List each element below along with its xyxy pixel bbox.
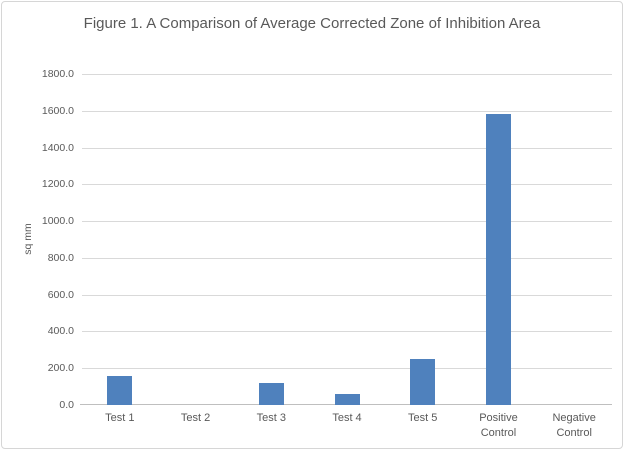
bar-test-3 [258, 382, 284, 405]
y-tick-label: 1200.0 [41, 178, 74, 191]
chart-title: Figure 1. A Comparison of Average Correc… [83, 15, 541, 32]
gridline-200.0 [82, 368, 612, 370]
x-axis-category-labels: Test 1 Test 2 Test 3 Test 4 Test 5 Positive C… [82, 411, 612, 441]
gridline-1400.0 [82, 147, 612, 149]
bar-test-1 [107, 375, 133, 405]
x-category-label: Test 2 [180, 412, 211, 424]
bar-positive-control [485, 113, 511, 405]
bar-test-4 [334, 394, 360, 405]
y-tick-label: 600.0 [47, 288, 74, 301]
x-category-label: Test 1 [105, 412, 135, 424]
y-tick-label: 1400.0 [41, 141, 74, 154]
gridline-600.0 [82, 294, 612, 296]
y-tick-label: 800.0 [47, 251, 74, 264]
x-category-label: Test 5 [408, 412, 438, 424]
gridline-1800.0 [82, 74, 612, 75]
x-category-label: Negative Control [552, 412, 596, 439]
gridline-1600.0 [82, 110, 612, 112]
x-category-label: Test 4 [332, 412, 362, 424]
x-category-label: Test 3 [256, 412, 286, 424]
y-tick-label: 1800.0 [41, 68, 74, 80]
y-tick-label: 200.0 [47, 362, 74, 375]
x-category-label: Positive Control [479, 412, 518, 439]
y-axis-tick-labels: 0.0 200.0 400.0 600.0 800.0 1000.0 1200.0 1400.… [2, 68, 74, 411]
gridline-1000.0 [82, 221, 612, 223]
plot-area [80, 74, 612, 405]
gridline-800.0 [82, 257, 612, 259]
gridline-1200.0 [82, 184, 612, 186]
bar-test-5 [410, 358, 436, 405]
y-tick-label: 400.0 [47, 325, 74, 338]
y-tick-label: 1600.0 [41, 104, 74, 117]
y-tick-label: 0.0 [59, 399, 74, 411]
y-tick-label: 1000.0 [41, 215, 74, 228]
gridline-400.0 [82, 331, 612, 333]
